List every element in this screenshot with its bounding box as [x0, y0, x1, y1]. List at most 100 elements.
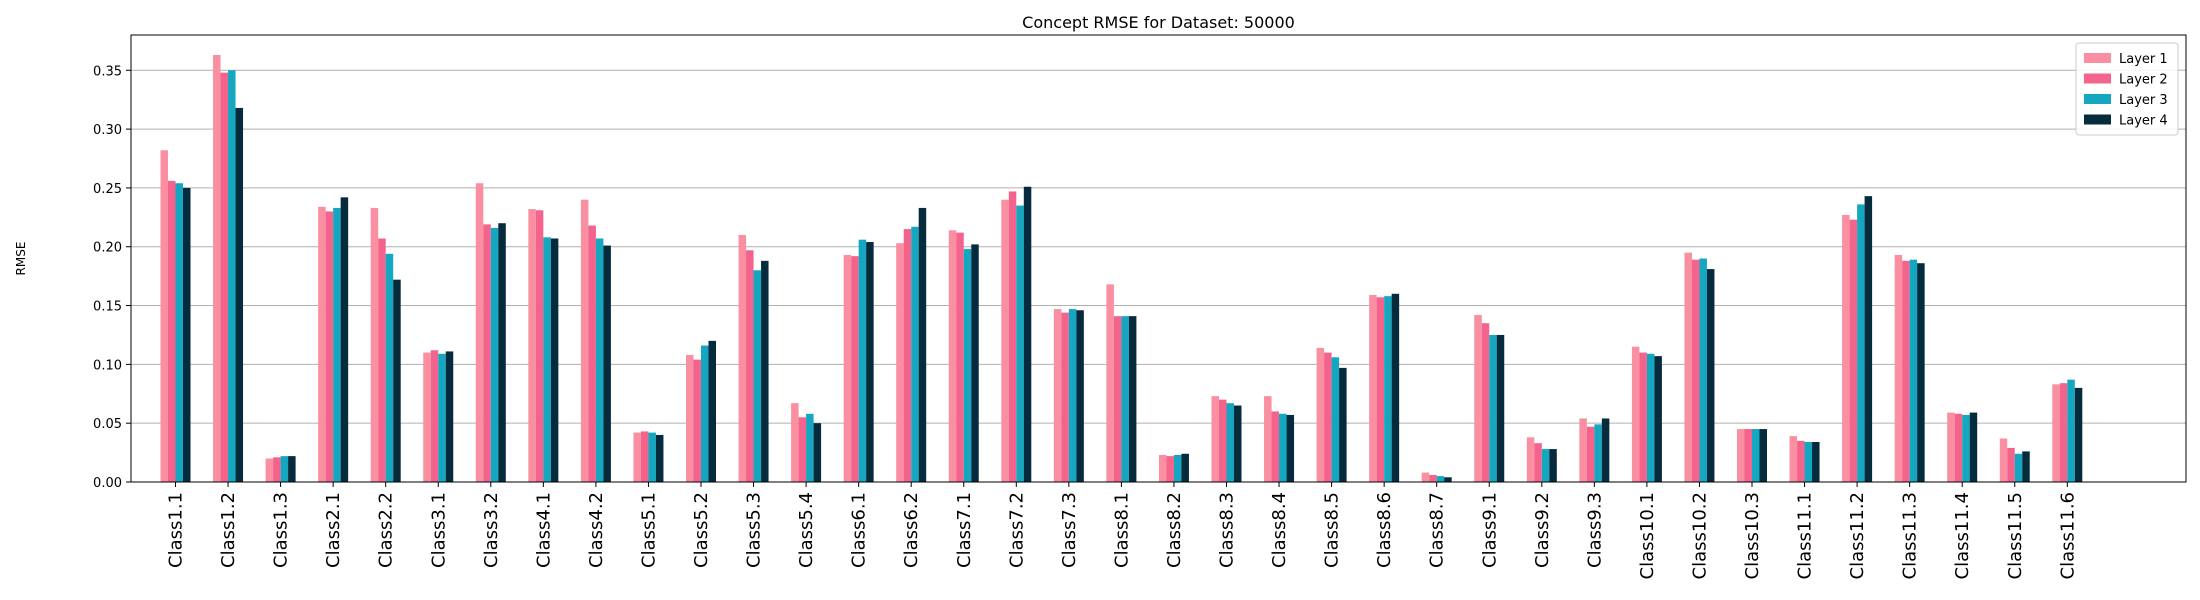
y-tick-label: 0.25 [93, 182, 122, 197]
bar-layer-1-class11.5 [1999, 438, 2008, 482]
bar-layer-1-class9.1 [1474, 314, 1482, 482]
bar-layer-2-class10.3 [1744, 429, 1752, 482]
legend: Layer 1 Layer 2 Layer 3 Layer 4 [2075, 42, 2179, 136]
bar-layer-1-class8.6 [1369, 294, 1377, 482]
bar-layer-4-class11.6 [2074, 387, 2083, 482]
bar-layer-3-class8.4 [1279, 413, 1287, 482]
bar-layer-4-class5.1 [655, 434, 664, 482]
x-tick-label: Class9.3 [1584, 492, 1605, 568]
legend-swatch [2084, 94, 2111, 104]
bar-layer-3-class11.3 [1909, 259, 1918, 482]
bar-layer-3-class11.1 [1804, 442, 1813, 482]
bar-layer-2-class8.3 [1219, 399, 1227, 482]
x-tick-label: Class8.4 [1269, 492, 1290, 568]
x-tick-label: Class9.1 [1479, 492, 1500, 568]
bar-layer-1-class8.7 [1421, 472, 1430, 482]
bar-layer-1-class11.3 [1894, 254, 1903, 482]
bar-layer-4-class9.2 [1549, 449, 1557, 482]
bar-layer-2-class1.2 [220, 72, 229, 483]
bar-layer-4-class8.6 [1391, 293, 1400, 482]
bar-layer-4-class4.2 [603, 245, 611, 482]
bar-layer-1-class8.5 [1316, 347, 1325, 482]
bar-layer-4-class11.2 [1864, 196, 1873, 482]
bar-layer-2-class8.7 [1429, 474, 1437, 482]
x-tick-label: Class10.2 [1689, 492, 1710, 579]
bar-layer-2-class6.1 [851, 256, 859, 482]
bar-layer-2-class11.6 [2059, 383, 2068, 482]
legend-swatch [2084, 114, 2111, 125]
bar-layer-3-class4.1 [543, 237, 551, 482]
bar-layer-1-class6.2 [896, 243, 904, 482]
bar-layer-1-class3.1 [423, 352, 431, 482]
bar-layer-1-class11.1 [1789, 436, 1798, 482]
bar-layer-1-class11.6 [2052, 384, 2060, 482]
legend-swatch [2084, 73, 2111, 84]
bar-layer-3-class10.3 [1752, 429, 1760, 482]
bar-layer-4-class6.2 [918, 207, 927, 482]
bar-layer-2-class1.1 [168, 180, 176, 482]
bar-layer-1-class11.2 [1842, 214, 1850, 482]
bar-layer-3-class7.1 [963, 249, 972, 482]
x-tick-label: Class7.1 [954, 492, 975, 568]
y-tick-label: 0.20 [93, 241, 122, 256]
y-tick-label: 0.00 [93, 476, 122, 491]
bar-layer-3-class3.2 [490, 227, 499, 482]
bar-layer-3-class10.1 [1646, 353, 1655, 482]
bar-layer-3-class8.2 [1173, 454, 1182, 482]
bar-layer-2-class8.2 [1166, 456, 1174, 482]
bar-layer-4-class9.1 [1496, 334, 1505, 482]
bar-layer-1-class7.2 [1001, 199, 1009, 482]
x-tick-label: Class6.2 [901, 492, 922, 568]
bar-layer-3-class1.1 [175, 183, 183, 482]
bar-layer-4-class8.2 [1181, 453, 1189, 482]
bar-layer-2-class3.1 [430, 350, 439, 482]
bar-layer-2-class11.3 [1902, 260, 1910, 482]
bar-layer-2-class5.4 [798, 417, 807, 482]
x-tick-label: Class11.5 [2005, 492, 2026, 579]
bar-layer-2-class6.2 [903, 229, 912, 482]
legend-label: Layer 4 [2119, 114, 2168, 129]
bar-layer-4-class8.1 [1128, 316, 1137, 482]
x-axis-ticks: Class1.1 Class1.2 Class1.3 Class2.1 Class2.2… [166, 482, 2078, 579]
bar-layer-2-class5.3 [746, 250, 754, 482]
bar-layer-1-class9.3 [1579, 418, 1587, 482]
bar-layer-4-class4.1 [550, 238, 559, 482]
bar-layer-2-class7.3 [1061, 312, 1069, 482]
bar-layer-3-class6.2 [911, 226, 919, 482]
bar-layer-1-class4.1 [528, 209, 536, 483]
bar-layer-1-class5.4 [791, 403, 799, 482]
bar-layer-3-class5.4 [806, 413, 814, 482]
bar-layer-3-class5.2 [701, 345, 709, 482]
x-tick-label: Class5.1 [638, 492, 659, 568]
x-tick-label: Class5.4 [796, 492, 817, 568]
x-tick-label: Class8.1 [1111, 492, 1132, 568]
bar-layer-4-class5.2 [708, 340, 716, 482]
x-tick-label: Class7.2 [1006, 492, 1027, 568]
bar-layer-1-class5.2 [686, 354, 694, 482]
x-tick-label: Class2.2 [376, 492, 397, 568]
bar-layer-4-class8.4 [1286, 414, 1295, 482]
bar-layer-4-class3.2 [498, 223, 506, 483]
x-tick-label: Class1.3 [271, 492, 292, 568]
bar-layer-4-class11.1 [1812, 442, 1820, 482]
bar-layer-3-class7.3 [1068, 309, 1077, 482]
y-tick-label: 0.30 [93, 123, 122, 138]
x-tick-label: Class1.1 [166, 492, 187, 568]
x-tick-label: Class8.2 [1164, 492, 1185, 568]
bar-layer-1-class10.3 [1737, 429, 1745, 482]
x-tick-label: Class5.2 [691, 492, 712, 568]
legend-swatch [2084, 53, 2111, 63]
x-tick-label: Class3.2 [481, 492, 502, 568]
x-tick-label: Class8.7 [1427, 492, 1448, 568]
x-tick-label: Class5.3 [744, 492, 765, 568]
bar-layer-1-class7.1 [948, 230, 957, 482]
bar-layer-2-class2.2 [378, 238, 386, 482]
x-tick-label: Class11.2 [1847, 492, 1868, 579]
bar-layer-3-class2.1 [333, 207, 341, 482]
x-tick-label: Class8.3 [1217, 492, 1238, 568]
bar-layer-3-class11.2 [1857, 204, 1865, 483]
bar-layer-2-class4.2 [588, 225, 596, 482]
x-tick-label: Class6.1 [849, 492, 870, 568]
x-tick-label: Class3.1 [428, 492, 449, 568]
x-tick-label: Class11.3 [1900, 492, 1921, 579]
